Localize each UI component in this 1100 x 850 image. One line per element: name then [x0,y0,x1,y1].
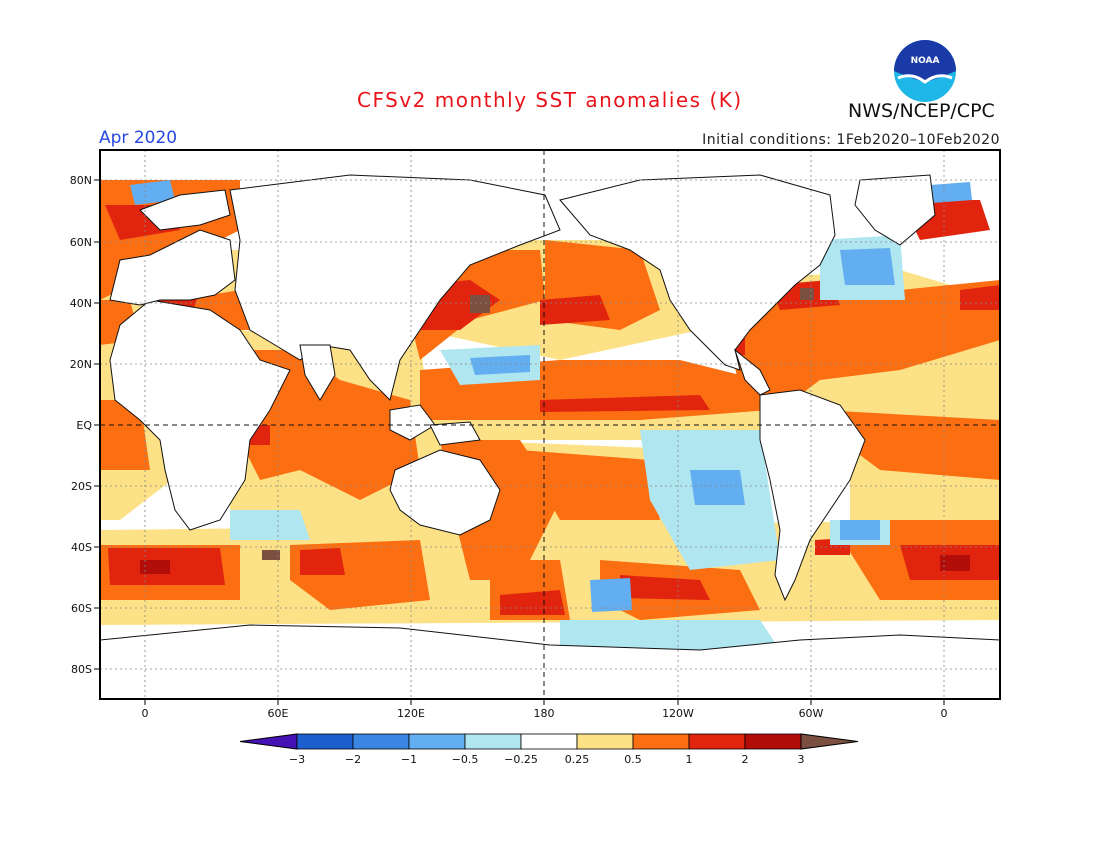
longitude-labels: 0 60E 120E 180 120W 60W 0 [142,707,948,720]
colorbar-segment [464,733,522,750]
lat-label: 40N [70,297,92,310]
lat-label: 60S [71,602,92,615]
colorbar-segment [576,733,634,750]
colorbar-label: 0.5 [624,753,642,766]
latitude-labels: 80N 60N 40N 20N EQ 20S 40S 60S 80S [70,174,93,676]
logo-text: NOAA [911,56,940,66]
forecast-month: Apr 2020 [99,128,178,148]
colorbar-label: −1 [401,753,417,766]
colorbar-segment [520,733,578,750]
colorbar-label: −3 [289,753,305,766]
colorbar-label: 1 [686,753,693,766]
colorbar-label: 2 [742,753,749,766]
axis-ticks [94,179,945,705]
lon-label: 60E [268,707,289,720]
colorbar-segment [296,733,354,750]
lat-label: EQ [76,419,92,432]
colorbar-label: −2 [345,753,361,766]
lon-label: 0 [941,707,948,720]
colorbar-segment [688,733,746,750]
lat-label: 80S [71,663,92,676]
land-mask [100,174,1000,699]
colorbar-segment [408,733,466,750]
lat-label: 40S [71,541,92,554]
colorbar-segment [352,733,410,750]
map-gridlines [100,150,1000,699]
colorbar-segment [744,733,802,750]
colorbar: −3 −2 −1 −0.5 −0.25 0.25 0.5 1 2 3 [239,733,859,766]
lat-label: 20S [71,480,92,493]
colorbar-segment [632,733,690,750]
initial-conditions: Initial conditions: 1Feb2020–10Feb2020 [702,132,1000,148]
lon-label: 120E [397,707,425,720]
organization-label: NWS/NCEP/CPC [848,100,995,122]
colorbar-label: −0.5 [452,753,479,766]
lat-label: 80N [70,174,92,187]
lon-label: 180 [534,707,555,720]
equator-dateline [100,150,1000,699]
lat-label: 60N [70,236,92,249]
colorbar-label: −0.25 [504,753,538,766]
anomaly-field-moderate-negative [130,180,972,612]
colorbar-label: 0.25 [565,753,590,766]
lon-label: 60W [799,707,824,720]
colorbar-label: 3 [798,753,805,766]
lat-label: 20N [70,358,92,371]
anomaly-field-extreme-positive [140,288,970,574]
colorbar-segment [239,733,298,750]
lon-label: 120W [662,707,694,720]
lon-label: 0 [142,707,149,720]
map-title: CFSv2 monthly SST anomalies (K) [357,88,743,112]
noaa-logo: NOAA [894,40,956,102]
colorbar-segment [800,733,859,750]
